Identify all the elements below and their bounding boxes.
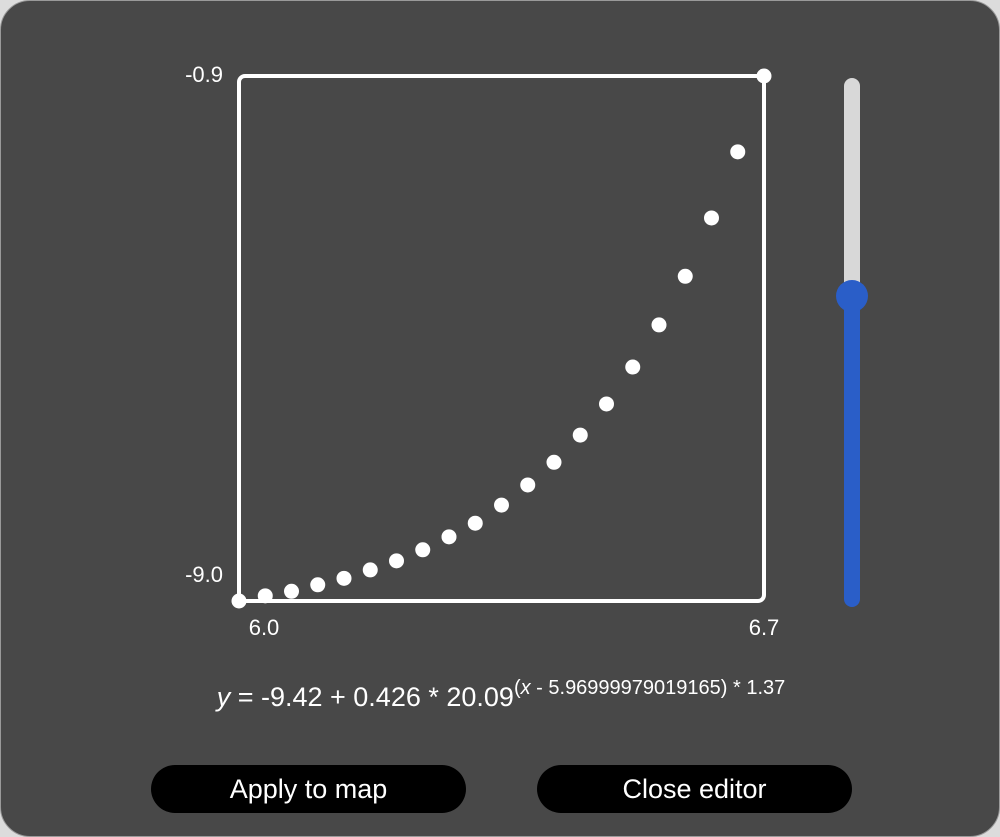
x-tick-label: 6.0 [249,615,280,640]
slider-thumb[interactable] [836,280,868,312]
y-tick-label: -0.9 [185,62,223,87]
formula-exp-open: ( [513,677,521,699]
plot-frame [237,74,766,603]
point [572,427,588,443]
point [257,588,273,604]
point [284,583,299,599]
point [310,577,326,593]
y-tick-label: -9.0 [185,562,223,587]
point [677,268,693,284]
close-button[interactable]: Close editor [537,765,852,813]
formula: y = -9.42 + 0.426 * 20.09(x - 5.96999979… [1,677,1000,713]
point [231,593,247,609]
point [730,144,746,160]
point [494,497,509,513]
formula-exp-var: x [520,677,531,699]
formula-rhs: = -9.42 + 0.426 * 20.09 [230,682,514,712]
formula-exp-rest: - 5.96999979019165) * 1.37 [530,677,786,699]
point [415,542,431,558]
point [441,529,457,545]
point [651,317,667,333]
point [599,396,614,412]
point [389,553,404,569]
formula-lhs: y [216,682,231,712]
point [546,454,562,470]
formula-exponent: (x - 5.96999979019165) * 1.37 [514,677,785,699]
x-tick-label: 6.7 [749,615,780,640]
point [756,68,772,84]
point [336,570,352,586]
point [520,477,536,493]
point [467,515,483,531]
chart: -9.0 -0.9 6.0 6.7 [185,62,868,640]
point [362,562,378,578]
point [704,210,719,226]
point [625,359,641,375]
apply-button[interactable]: Apply to map [151,765,466,813]
